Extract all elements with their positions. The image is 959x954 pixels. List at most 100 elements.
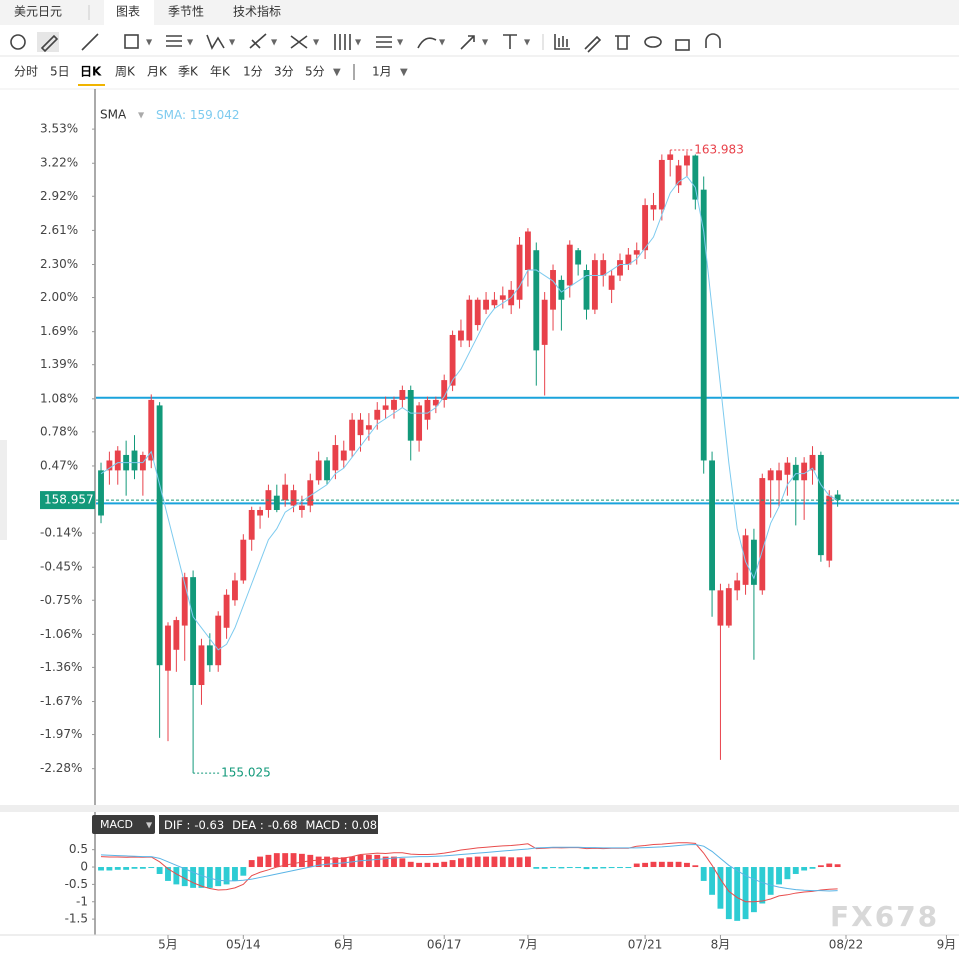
- period[interactable]: 3分: [274, 65, 294, 79]
- side-handle[interactable]: [0, 440, 7, 540]
- candle-body: [156, 405, 163, 666]
- indicator-button[interactable]: [92, 815, 155, 834]
- tool-icon[interactable]: [206, 34, 225, 50]
- indicator-number: 159.042: [190, 108, 240, 122]
- tab[interactable]: 季节性: [168, 5, 204, 19]
- macd-bar: [784, 867, 791, 880]
- macd-bar: [190, 867, 197, 888]
- dropdown-arrow[interactable]: ▼: [313, 38, 320, 47]
- tab[interactable]: 技术指标: [233, 4, 281, 19]
- candle-body: [591, 260, 598, 310]
- range[interactable]: 1月: [372, 65, 392, 79]
- macd-bar: [382, 856, 389, 868]
- tool-icon[interactable]: [705, 33, 721, 48]
- dropdown-arrow[interactable]: ▼: [138, 111, 145, 120]
- dropdown-arrow[interactable]: ▼: [439, 38, 446, 47]
- tool-icon[interactable]: [584, 35, 602, 53]
- y-tick-label: -2.28%: [40, 761, 82, 775]
- candle-body: [173, 620, 180, 650]
- tool-icon[interactable]: [249, 33, 267, 49]
- dropdown-arrow[interactable]: ▼: [187, 38, 194, 47]
- candle-body: [223, 594, 230, 628]
- tool-icon[interactable]: [81, 33, 99, 51]
- candle-body: [232, 580, 238, 601]
- tab-bar: [0, 0, 959, 25]
- period[interactable]: 周K: [115, 65, 136, 79]
- candle-body: [776, 470, 782, 481]
- period[interactable]: 5分: [305, 65, 325, 79]
- watermark: FX678: [830, 900, 939, 933]
- tool-icon[interactable]: [615, 35, 630, 50]
- tab[interactable]: 美元日元: [14, 5, 62, 19]
- x-tick-label: 05/14: [226, 938, 261, 952]
- y-tick-label: 3.53%: [40, 122, 78, 136]
- candle-body: [608, 275, 615, 290]
- dropdown-arrow[interactable]: ▼: [333, 67, 341, 78]
- tool-icon[interactable]: [554, 34, 570, 50]
- y-tick-label: 3.22%: [40, 156, 78, 170]
- dropdown-arrow[interactable]: ▼: [146, 38, 153, 47]
- macd-bar: [516, 857, 523, 868]
- candle-body: [391, 399, 397, 410]
- period[interactable]: 1分: [243, 65, 263, 79]
- period[interactable]: 季K: [178, 65, 199, 79]
- sma-line: [100, 175, 838, 651]
- macd-bar: [391, 856, 397, 868]
- dropdown-arrow[interactable]: ▼: [271, 38, 278, 47]
- indicator-value: SMA: 159.042: [156, 108, 239, 122]
- tool-icon[interactable]: [376, 36, 392, 48]
- toolbar: ▼ ▼ ▼ ▼ ▼ ▼ ▼ ▼ ▼ ▼: [10, 32, 721, 53]
- dropdown-arrow[interactable]: ▼: [355, 38, 362, 47]
- candle-body: [767, 470, 774, 481]
- macd-bar: [583, 867, 590, 870]
- macd-bar: [550, 867, 556, 869]
- period[interactable]: 年K: [210, 65, 231, 79]
- tool-icon[interactable]: [334, 34, 351, 50]
- candle-body: [215, 615, 222, 666]
- tool-icon[interactable]: [675, 39, 690, 51]
- dropdown-arrow[interactable]: ▼: [146, 821, 153, 830]
- x-tick-label: 6月: [334, 938, 354, 952]
- dropdown-arrow[interactable]: ▼: [229, 38, 236, 47]
- macd-bar: [483, 856, 489, 868]
- tool-icon[interactable]: [503, 34, 517, 49]
- period[interactable]: 5日: [50, 65, 70, 79]
- dropdown-arrow[interactable]: ▼: [524, 38, 531, 47]
- candle-body: [784, 462, 791, 475]
- y-tick-label: 1.69%: [40, 324, 78, 338]
- tab[interactable]: 图表: [116, 5, 140, 19]
- macd-bar: [131, 867, 138, 869]
- tool-icon[interactable]: [166, 35, 182, 47]
- macd-bar: [407, 861, 414, 868]
- candle-body: [709, 460, 715, 591]
- tool-icon[interactable]: [644, 36, 662, 48]
- macd-bar: [206, 867, 213, 888]
- tool-icon[interactable]: [417, 37, 437, 49]
- tool-icon[interactable]: [460, 35, 475, 50]
- period[interactable]: 月K: [147, 65, 168, 79]
- tool-icon[interactable]: [124, 34, 139, 49]
- dropdown-arrow[interactable]: ▼: [482, 38, 489, 47]
- candle-body: [148, 399, 155, 461]
- macd-bar: [709, 867, 715, 895]
- dropdown-arrow[interactable]: ▼: [397, 38, 404, 47]
- candle-body: [332, 445, 339, 471]
- tool-icon[interactable]: [290, 35, 308, 49]
- tool-icon[interactable]: [10, 34, 26, 50]
- candle-body: [750, 539, 757, 585]
- indicator-button-label[interactable]: MACD: [100, 818, 133, 831]
- candle-body: [432, 399, 439, 406]
- dropdown-arrow[interactable]: ▼: [400, 67, 408, 78]
- macd-bar: [290, 853, 297, 868]
- tool-icon[interactable]: [40, 34, 59, 53]
- macd-bar: [658, 861, 665, 868]
- macd-bar: [257, 856, 263, 868]
- candle-body: [491, 299, 498, 306]
- candle-body: [759, 478, 766, 591]
- macd-bar: [441, 861, 448, 868]
- macd-legend: DIF : -0.63 DEA : -0.68 MACD : 0.08: [164, 818, 377, 832]
- period[interactable]: 分时: [14, 65, 38, 79]
- macd-bar: [106, 867, 113, 871]
- candle-body: [474, 299, 481, 326]
- period-active[interactable]: 日K: [80, 65, 102, 79]
